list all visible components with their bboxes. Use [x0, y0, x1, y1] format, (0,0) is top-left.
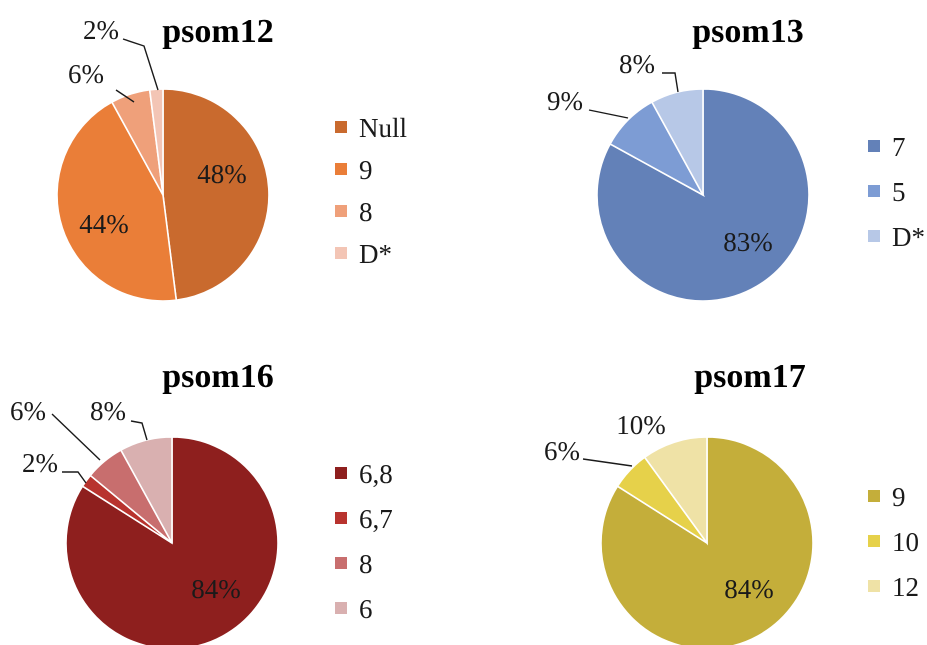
data-label: 10%: [616, 410, 666, 440]
data-label: 84%: [724, 574, 774, 604]
data-label: 6%: [10, 396, 46, 426]
data-label: 84%: [191, 574, 241, 604]
legend-swatch: [335, 602, 347, 614]
legend-label: 10: [892, 527, 919, 557]
data-label: 9%: [547, 86, 583, 116]
legend-label: 9: [892, 482, 906, 512]
legend-label: 8: [359, 549, 373, 579]
legend-swatch: [868, 140, 880, 152]
legend-label: 6,7: [359, 504, 393, 534]
data-label: 8%: [90, 396, 126, 426]
leader-line: [122, 38, 159, 91]
pie-slice-9: [56, 101, 178, 302]
data-label: 44%: [79, 209, 129, 239]
pie-slice-Null: [162, 88, 270, 302]
data-label: 48%: [197, 159, 247, 189]
chart-title: psom12: [162, 13, 273, 50]
pie-slice-12: [643, 436, 708, 546]
data-label: 2%: [22, 448, 58, 478]
legend-swatch: [868, 185, 880, 197]
data-label: 83%: [723, 227, 773, 257]
leader-line: [115, 89, 135, 103]
legend-swatch: [335, 512, 347, 524]
legend-swatch: [868, 490, 880, 502]
data-label: 8%: [619, 49, 655, 79]
legend-label: 12: [892, 572, 919, 602]
legend-swatch: [868, 580, 880, 592]
legend-swatch: [335, 205, 347, 217]
leader-line: [588, 109, 629, 119]
legend-swatch: [335, 247, 347, 259]
pie-chart-psom17: psom17 84% 6% 10% 9 10 12: [544, 358, 919, 645]
chart-title: psom13: [692, 13, 803, 50]
legend-label: D*: [359, 239, 392, 269]
legend-swatch: [335, 557, 347, 569]
pie-slice-D-: [148, 88, 164, 196]
data-label: 2%: [83, 15, 119, 45]
legend-label: 6: [359, 594, 373, 624]
legend-label: 5: [892, 177, 906, 207]
pie-chart-psom13: psom13 83% 9% 8% 7 5 D*: [547, 13, 925, 302]
pie-chart-psom12: psom12 48% 44% 6% 2% Null 9 8 D*: [56, 13, 407, 302]
pie-slice-D-: [650, 88, 704, 196]
legend-label: Null: [359, 113, 407, 143]
chart-title: psom17: [694, 358, 805, 395]
pie-slice-9: [600, 436, 814, 645]
leader-line: [130, 420, 148, 441]
chart-title: psom16: [162, 358, 273, 395]
legend-label: 8: [359, 197, 373, 227]
legend-label: 6,8: [359, 459, 393, 489]
legend-label: 9: [359, 155, 373, 185]
pie-slice-6: [119, 436, 173, 544]
data-label: 6%: [68, 59, 104, 89]
leader-line: [662, 72, 679, 93]
legend-swatch: [868, 230, 880, 242]
legend-label: D*: [892, 222, 925, 252]
leader-line: [582, 458, 633, 467]
legend-label: 7: [892, 132, 906, 162]
leader-line: [62, 471, 87, 484]
data-label: 6%: [544, 436, 580, 466]
legend-swatch: [868, 535, 880, 547]
legend-swatch: [335, 163, 347, 175]
pie-chart-psom16: psom16 84% 2% 6% 8% 6,8 6,7 8 6: [10, 358, 393, 645]
legend-swatch: [335, 467, 347, 479]
pie-slice-6-8: [65, 436, 279, 645]
leader-line: [51, 413, 101, 461]
legend-swatch: [335, 121, 347, 133]
